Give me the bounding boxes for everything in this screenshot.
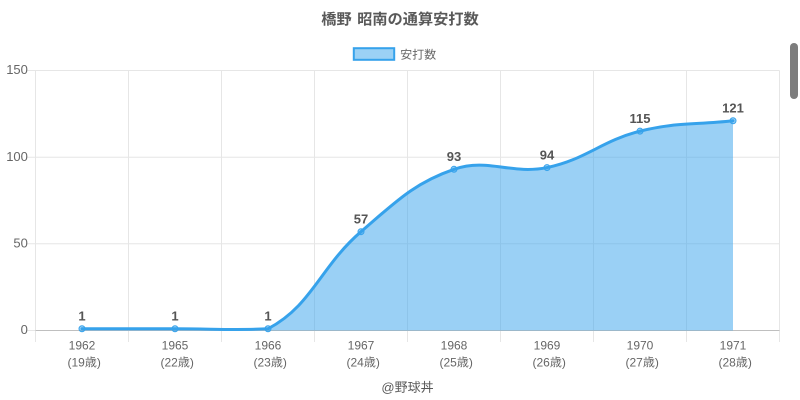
svg-text:1: 1 <box>78 309 85 324</box>
svg-text:100: 100 <box>6 149 28 164</box>
svg-text:(24: (24 <box>347 355 365 369</box>
svg-text:115: 115 <box>630 111 651 126</box>
svg-text:(26: (26 <box>533 355 551 369</box>
svg-text:57: 57 <box>354 212 368 227</box>
svg-text:(27: (27 <box>626 355 644 369</box>
svg-text:1965: 1965 <box>162 338 189 352</box>
svg-text:1969: 1969 <box>534 338 561 352</box>
svg-text:1962: 1962 <box>69 338 96 352</box>
svg-text:): ) <box>655 355 659 369</box>
svg-text:@: @ <box>381 380 394 395</box>
svg-text:): ) <box>748 355 752 369</box>
svg-text:150: 150 <box>6 62 28 77</box>
svg-text:(22: (22 <box>161 355 179 369</box>
svg-text:1968: 1968 <box>441 338 468 352</box>
svg-text:(25: (25 <box>440 355 458 369</box>
svg-text:93: 93 <box>447 149 461 164</box>
svg-text:): ) <box>97 355 101 369</box>
svg-text:): ) <box>283 355 287 369</box>
svg-text:50: 50 <box>13 235 27 250</box>
svg-text:1: 1 <box>264 309 271 324</box>
svg-text:(19: (19 <box>68 355 86 369</box>
svg-text:): ) <box>469 355 473 369</box>
svg-text:): ) <box>376 355 380 369</box>
svg-text:): ) <box>562 355 566 369</box>
svg-text:1967: 1967 <box>348 338 375 352</box>
svg-text:121: 121 <box>722 101 744 116</box>
svg-text:): ) <box>190 355 194 369</box>
svg-text:94: 94 <box>540 147 555 162</box>
svg-text:(23: (23 <box>254 355 272 369</box>
svg-text:0: 0 <box>21 322 28 337</box>
svg-text:1966: 1966 <box>255 338 282 352</box>
svg-text:1971: 1971 <box>720 338 747 352</box>
svg-text:(28: (28 <box>719 355 737 369</box>
svg-text:1: 1 <box>171 309 178 324</box>
svg-text:1970: 1970 <box>627 338 654 352</box>
